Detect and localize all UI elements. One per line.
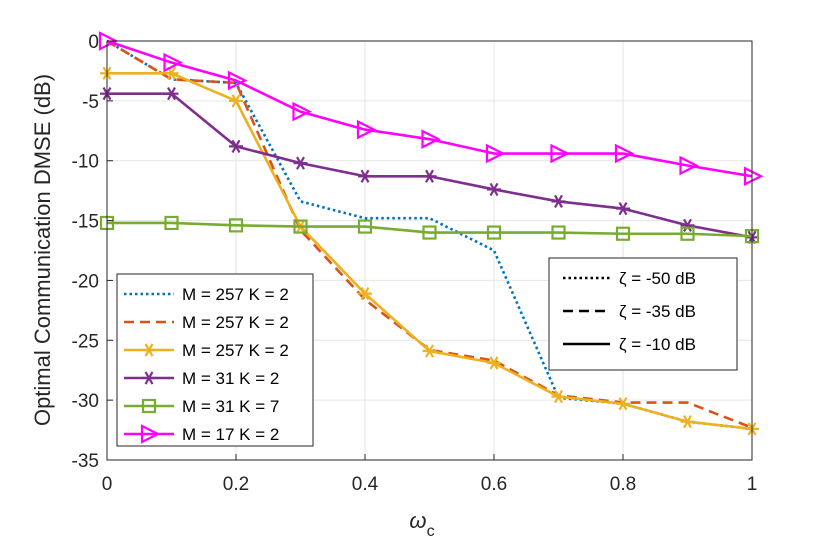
data-point	[680, 415, 695, 429]
series-1	[106, 39, 753, 429]
data-point	[229, 139, 243, 153]
data-point	[422, 169, 437, 183]
data-point	[743, 166, 764, 187]
series-legend-box	[116, 273, 314, 447]
tick-labels: 0 0.2 0.4 0.6 0.8 1 0 -5 -10 -15 -20 -25 -30 -35	[72, 32, 758, 495]
asterisk-stroke	[296, 156, 305, 170]
data-point	[422, 225, 437, 240]
data-point	[422, 344, 437, 358]
legend-entry-label: M = 31 K = 2	[182, 369, 279, 388]
asterisk-stroke	[231, 139, 241, 153]
asterisk-stroke	[360, 286, 370, 301]
y-tick-label: -10	[72, 152, 99, 173]
data-point	[616, 201, 630, 216]
x-tick-label: 0.8	[610, 474, 636, 495]
asterisk-stroke	[167, 66, 176, 80]
asterisk-stroke	[144, 343, 154, 357]
axes-box	[106, 40, 753, 461]
data-point	[293, 219, 308, 234]
y-tick-label: -30	[72, 391, 99, 412]
data-point	[551, 389, 566, 404]
data-point	[163, 52, 183, 73]
asterisk-stroke	[683, 415, 692, 429]
legend-entry-label: M = 31 K = 7	[182, 397, 279, 416]
series-legend: M = 257 K = 2 M = 257 K = 2 M = 257 K = 2 M…	[116, 273, 314, 447]
x-tick-label: 0	[102, 474, 113, 495]
asterisk-stroke	[554, 389, 563, 404]
y-tick-label: -5	[82, 92, 99, 113]
asterisk-stroke	[360, 169, 370, 183]
asterisk-stroke	[554, 194, 563, 209]
legend-marker	[140, 424, 161, 444]
zeta-legend-label: ζ = -35 dB	[619, 302, 696, 321]
asterisk-stroke	[231, 94, 241, 108]
zeta-legend-box	[548, 257, 738, 371]
data-point	[227, 70, 248, 91]
data-point	[551, 225, 566, 240]
x-tick-label: 0.6	[481, 474, 507, 495]
data-point	[98, 31, 119, 51]
data-point	[616, 397, 630, 411]
data-point	[164, 215, 179, 231]
legend-marker	[141, 398, 157, 414]
asterisk-stroke	[425, 344, 434, 358]
data-point	[356, 119, 377, 140]
data-point	[679, 155, 699, 176]
y-tick-label: -20	[72, 271, 99, 292]
data-point	[485, 143, 506, 164]
x-axis-label-main: ω	[409, 508, 426, 533]
data-point	[358, 169, 372, 183]
data-point	[487, 356, 501, 370]
data-point	[487, 182, 501, 197]
y-tick-label: -25	[72, 331, 99, 352]
data-point	[614, 143, 635, 164]
data-point	[228, 218, 244, 233]
data-point	[229, 94, 243, 108]
series-line	[106, 39, 753, 178]
x-tick-label: 0.4	[352, 474, 379, 495]
asterisk-stroke	[618, 201, 628, 216]
series-line	[106, 39, 753, 429]
asterisk-stroke	[167, 87, 176, 101]
asterisk-stroke	[144, 371, 154, 385]
data-point	[293, 156, 308, 170]
data-point	[357, 219, 373, 234]
series-4	[99, 215, 760, 244]
y-tick-label: -15	[72, 212, 99, 233]
data-point	[680, 226, 695, 241]
y-axis-label: Optimal Communication DMSE (dB)	[30, 74, 55, 426]
asterisk-stroke	[618, 397, 628, 411]
legend-entry-label: M = 17 K = 2	[182, 425, 279, 444]
data-point	[550, 143, 570, 164]
x-tick-label: 1	[747, 474, 758, 495]
asterisk-stroke	[683, 218, 692, 232]
data-point	[292, 101, 312, 122]
series-line	[107, 221, 753, 238]
legend-entry-label: M = 257 K = 2	[182, 313, 289, 332]
zeta-legend-label: ζ = -10 dB	[619, 335, 696, 354]
legend-entry-label: M = 257 K = 2	[182, 285, 289, 304]
series-5	[98, 31, 764, 187]
legend-entry-label: M = 257 K = 2	[182, 341, 289, 360]
data-point	[551, 194, 566, 209]
asterisk-stroke	[489, 356, 499, 370]
x-axis-label-sub: c	[427, 523, 435, 540]
data-point	[358, 286, 372, 301]
y-tick-label: -35	[72, 451, 99, 472]
legend-marker	[142, 343, 156, 357]
legend-marker	[142, 371, 156, 385]
data-point	[615, 226, 631, 241]
x-tick-label: 0.2	[223, 474, 249, 495]
y-tick-label: 0	[88, 32, 99, 53]
zeta-legend: ζ = -50 dB ζ = -35 dB ζ = -10 dB	[548, 257, 738, 371]
data-point	[486, 225, 502, 240]
x-axis-label: ωc	[409, 508, 434, 540]
data-point	[164, 87, 179, 101]
data-point	[680, 218, 695, 232]
zeta-legend-label: ζ = -50 dB	[619, 269, 696, 288]
data-point	[421, 129, 441, 149]
asterisk-stroke	[425, 169, 434, 183]
asterisk-stroke	[489, 182, 499, 197]
